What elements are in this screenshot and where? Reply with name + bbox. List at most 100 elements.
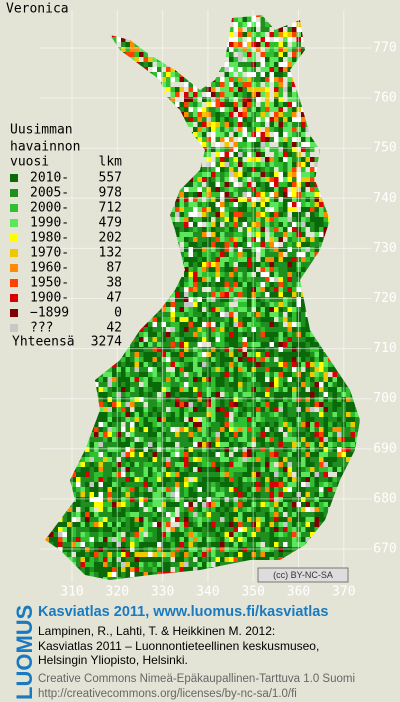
cell [350, 157, 355, 162]
cell [233, 352, 238, 357]
cell [314, 62, 319, 67]
cell [130, 352, 135, 357]
cell [45, 352, 49, 357]
cell [310, 102, 315, 107]
cell [314, 22, 319, 27]
cell [85, 132, 90, 137]
cell [76, 237, 81, 242]
cell [98, 102, 103, 107]
cell [80, 127, 85, 132]
cell [346, 352, 351, 357]
cell [314, 187, 319, 192]
cell [170, 322, 175, 327]
cell [247, 297, 252, 302]
cell [121, 127, 126, 132]
cell [314, 302, 319, 307]
cell [233, 347, 238, 352]
cell [310, 292, 315, 297]
cell [328, 217, 333, 222]
cell [278, 52, 283, 57]
cell [94, 32, 99, 37]
cell [143, 32, 148, 37]
cell [242, 82, 247, 87]
cell [215, 362, 220, 367]
cell [323, 247, 328, 252]
cell [355, 207, 360, 212]
cell [220, 307, 225, 312]
cell [62, 362, 67, 367]
cell [40, 17, 45, 22]
cell [58, 107, 63, 112]
cell [103, 37, 108, 42]
cell [278, 302, 283, 307]
cell [269, 167, 274, 172]
cell [350, 322, 355, 327]
cell [247, 322, 252, 327]
cell [278, 42, 283, 47]
cell [283, 267, 288, 272]
cell [274, 107, 279, 112]
cell [112, 57, 117, 62]
cell [292, 312, 297, 317]
cell [229, 357, 234, 362]
cell [359, 42, 360, 47]
cell [215, 77, 220, 82]
cell [211, 272, 216, 277]
cell [224, 287, 229, 292]
cell [152, 192, 157, 197]
cell [323, 197, 328, 202]
cell [364, 57, 369, 62]
cell [62, 372, 67, 377]
cell [206, 377, 211, 382]
cell [80, 162, 85, 167]
cell [310, 237, 315, 242]
cell [188, 27, 193, 32]
cell [157, 122, 162, 127]
cell [103, 312, 108, 317]
cell [143, 347, 148, 352]
cell [80, 42, 85, 47]
cell [220, 147, 225, 152]
cell [305, 357, 310, 362]
cell [328, 37, 333, 42]
cell [202, 137, 207, 142]
cell [224, 137, 229, 142]
cell [121, 142, 126, 147]
cell [346, 342, 351, 347]
cell [233, 182, 238, 187]
cell [215, 222, 220, 227]
cell [85, 15, 90, 17]
cell [103, 377, 108, 382]
cell [58, 92, 63, 97]
cell [269, 267, 274, 272]
cell [238, 142, 243, 147]
cell [364, 12, 369, 17]
cell [130, 282, 135, 287]
cell [143, 247, 148, 252]
cell [80, 87, 85, 92]
cell [251, 57, 256, 62]
cell [80, 307, 85, 312]
cell [251, 227, 256, 232]
cell [319, 187, 324, 192]
cell [206, 122, 211, 127]
cell [260, 232, 265, 237]
cell [350, 27, 355, 32]
cell [269, 342, 274, 347]
cell [166, 87, 171, 92]
cell [265, 377, 270, 382]
cell [350, 17, 355, 22]
cell [130, 22, 135, 27]
cell [139, 237, 144, 242]
cell [49, 27, 54, 32]
cell [233, 117, 238, 122]
cell [287, 82, 292, 87]
cell [350, 42, 355, 47]
cell [251, 152, 256, 157]
cell [265, 42, 270, 47]
cell [143, 107, 148, 112]
cell [179, 312, 184, 317]
cell [143, 187, 148, 192]
cell [89, 297, 94, 302]
cell [359, 287, 360, 292]
